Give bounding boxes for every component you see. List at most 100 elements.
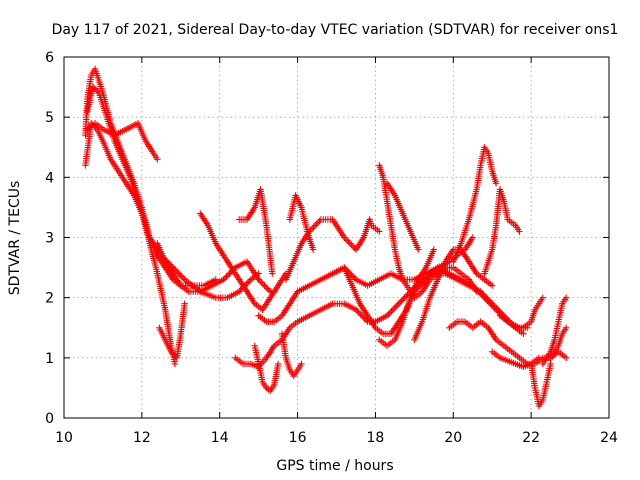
data-point xyxy=(94,88,101,95)
chart-title: Day 117 of 2021, Sidereal Day-to-day VTE… xyxy=(52,22,619,38)
x-tick-label: 24 xyxy=(600,430,618,446)
data-point xyxy=(487,300,494,307)
data-point xyxy=(476,290,484,297)
data-point xyxy=(563,294,570,301)
data-point xyxy=(489,282,496,289)
data-point xyxy=(342,235,349,243)
series-track-i xyxy=(236,186,276,277)
y-tick-labels: 0 1 2 3 4 5 6 xyxy=(45,50,54,427)
data-point xyxy=(394,302,401,309)
series-track-l xyxy=(251,342,282,395)
data-point xyxy=(385,311,392,318)
data-point xyxy=(535,354,543,361)
data-point xyxy=(547,360,554,368)
data-point xyxy=(492,180,500,187)
data-point xyxy=(90,83,97,91)
data-point xyxy=(352,306,360,313)
data-point xyxy=(485,299,492,306)
series-track-o xyxy=(341,234,476,337)
data-point xyxy=(539,294,546,301)
data-point xyxy=(357,311,364,318)
grid xyxy=(64,57,609,418)
data-point xyxy=(386,309,394,316)
data-point xyxy=(310,223,317,231)
data-point xyxy=(181,300,188,307)
data-point xyxy=(264,285,271,292)
data-point xyxy=(341,234,348,241)
x-tick-label: 12 xyxy=(133,430,151,446)
data-point xyxy=(221,274,229,282)
data-point xyxy=(397,299,404,306)
data-point xyxy=(298,360,305,368)
data-point xyxy=(401,294,408,301)
data-point xyxy=(170,351,178,358)
data-point xyxy=(355,309,363,316)
data-point xyxy=(520,330,527,337)
data-point xyxy=(226,270,233,277)
data-point xyxy=(516,228,523,235)
data-point xyxy=(492,306,500,313)
data-point xyxy=(259,280,267,288)
data-point xyxy=(490,303,497,310)
data-point xyxy=(395,300,402,307)
data-point xyxy=(180,274,187,282)
data-point xyxy=(307,226,314,234)
x-tick-label: 16 xyxy=(289,430,307,446)
data-point xyxy=(224,271,232,279)
data-point xyxy=(92,86,100,94)
data-point xyxy=(314,219,322,226)
series-track-aa xyxy=(539,324,570,368)
data-point xyxy=(563,324,570,331)
data-point xyxy=(255,276,262,283)
x-tick-label: 20 xyxy=(444,430,462,446)
y-tick-label: 6 xyxy=(45,50,54,66)
data-point xyxy=(167,348,175,355)
y-tick-label: 5 xyxy=(45,110,54,126)
data-point xyxy=(392,303,400,310)
data-point xyxy=(262,283,270,291)
data-point xyxy=(154,156,161,163)
data-point xyxy=(309,225,316,232)
data-point xyxy=(398,297,405,304)
data-point xyxy=(346,240,354,247)
y-tick-label: 4 xyxy=(45,170,54,186)
data-point xyxy=(488,302,495,309)
data-point xyxy=(491,305,498,312)
data-point xyxy=(344,237,351,244)
data-point xyxy=(563,354,570,361)
data-point xyxy=(479,293,487,300)
data-point xyxy=(316,217,323,225)
data-point xyxy=(91,85,98,92)
x-tick-label: 10 xyxy=(55,430,73,446)
data-point xyxy=(388,308,395,315)
data-point xyxy=(349,273,357,280)
data-point xyxy=(256,277,264,285)
data-point xyxy=(261,282,268,289)
data-marks xyxy=(82,65,570,410)
data-point xyxy=(88,120,95,127)
data-point xyxy=(354,308,361,315)
series-track-y xyxy=(527,360,554,410)
data-point xyxy=(244,279,252,286)
data-point xyxy=(482,296,490,303)
data-point xyxy=(177,271,184,279)
x-axis-label: GPS time / hours xyxy=(276,458,393,474)
series-track-r xyxy=(376,246,437,349)
data-point xyxy=(309,246,317,253)
data-point xyxy=(258,279,265,286)
data-point xyxy=(92,124,99,131)
data-point xyxy=(360,314,367,321)
y-tick-label: 1 xyxy=(45,351,54,367)
series-track-k xyxy=(282,216,383,283)
series-track-f xyxy=(156,300,188,361)
data-point xyxy=(415,246,422,253)
data-point xyxy=(391,305,398,312)
series-track-x xyxy=(496,294,546,331)
data-point xyxy=(175,270,182,277)
data-point xyxy=(246,277,253,285)
series-track-n xyxy=(286,192,317,253)
data-point xyxy=(236,288,243,295)
x-tick-label: 22 xyxy=(522,430,540,446)
